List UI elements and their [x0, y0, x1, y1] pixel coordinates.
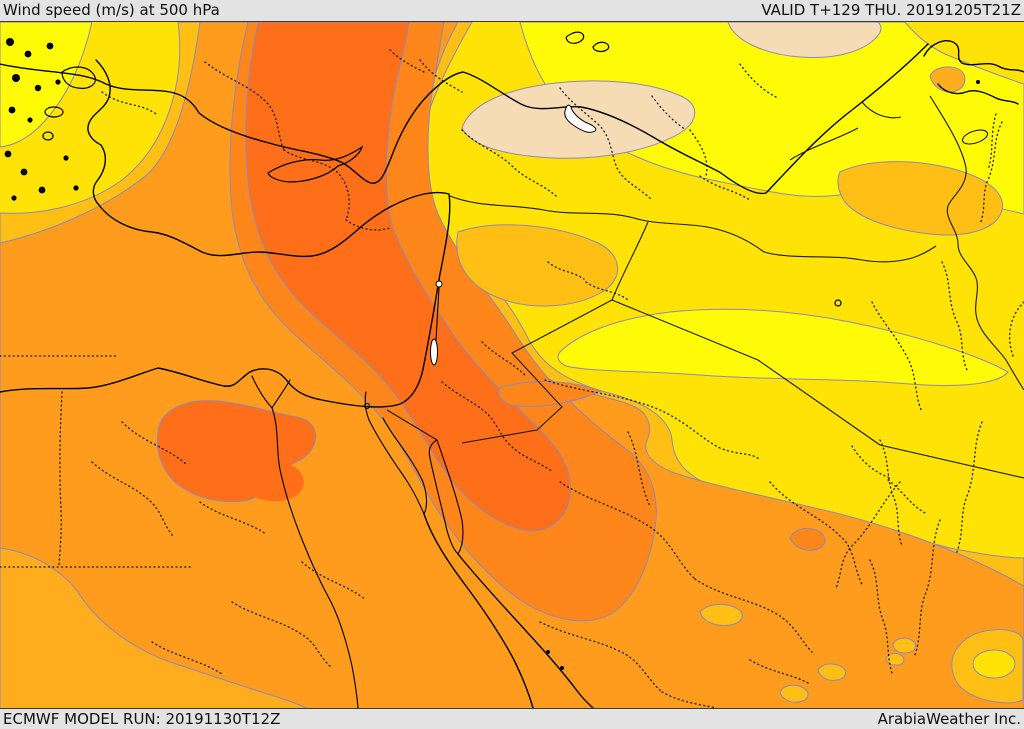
dead-sea — [430, 338, 438, 366]
sea-of-galilee — [435, 280, 443, 288]
border-turkey-iraq-iran — [763, 245, 937, 263]
red-sea-islet-1 — [546, 650, 550, 654]
nile-river-and-delta — [251, 375, 359, 708]
aegean-islands — [4, 38, 980, 201]
fill-amber-tongue-nsyria — [456, 224, 619, 307]
lake-tuz — [564, 104, 597, 133]
weather-map — [0, 22, 1024, 708]
lake-van — [565, 31, 585, 44]
fill-egypt-max-lobe — [234, 458, 304, 502]
border-iran-iraq — [929, 95, 1024, 391]
border-israel-egypt — [386, 409, 438, 441]
gulf-of-aqaba — [428, 439, 464, 555]
admin-egypt — [91, 421, 367, 675]
jordan-river — [435, 287, 440, 341]
fill-dark-blob-small — [789, 527, 826, 551]
fill-cream-northeast — [727, 22, 882, 59]
coastline-marmara-westanatolia — [87, 59, 111, 206]
border-syria-iraq — [611, 221, 649, 301]
border-turkey-syria — [449, 195, 765, 253]
footer-bar: ECMWF MODEL RUN: 20191130T12Z ArabiaWeat… — [0, 708, 1024, 729]
coastline-south-turkey-levant-egypt — [0, 191, 451, 408]
header-bar: Wind speed (m/s) at 500 hPa VALID T+129 … — [0, 0, 1024, 22]
sea-of-marmara-outline — [61, 66, 96, 89]
border-caucasus-1 — [789, 127, 859, 161]
coastline-caspian — [923, 40, 1024, 105]
lake-urmia — [961, 129, 989, 145]
gridline-egypt-west — [0, 355, 193, 568]
bitter-lake — [363, 402, 371, 410]
admin-turkey — [101, 49, 777, 231]
coastlines — [0, 40, 1024, 708]
fill-yellow-aegean-corner — [0, 22, 93, 148]
fill-light-blobs-southeast — [699, 604, 1024, 704]
lake-nw-iran — [834, 299, 842, 307]
model-run-label: ECMWF MODEL RUN: 20191130T12Z — [3, 709, 281, 728]
border-jordan-zigzag — [461, 299, 613, 444]
lake-small-east-anatolia — [592, 41, 610, 53]
wind-contour-map — [0, 22, 1024, 708]
map-title: Wind speed (m/s) at 500 hPa — [3, 1, 220, 19]
fill-amber-blob-nwiran — [837, 161, 1003, 236]
brand-label: ArabiaWeather Inc. — [877, 709, 1021, 728]
cyprus-outline — [267, 145, 364, 183]
admin-saudi — [539, 379, 928, 708]
suez-canal-and-gulf — [364, 391, 428, 515]
fill-jet-core — [245, 22, 571, 532]
border-caucasus-2 — [861, 101, 902, 119]
country-borders-solid — [386, 95, 1024, 479]
fill-lightorange-sw-corner — [0, 547, 308, 708]
fill-yellow-wedge-center — [557, 308, 1009, 386]
valid-time-label: VALID T+129 THU. 20191205T21Z — [761, 1, 1021, 19]
coastline-blacksea-caucasus — [0, 43, 929, 195]
lakes — [430, 31, 989, 366]
caspian-islet — [976, 80, 980, 84]
island-lesbos — [44, 106, 64, 118]
admin-borders-dotted — [0, 49, 1024, 708]
contour-fill-regions — [0, 22, 1024, 708]
admin-levant — [441, 261, 629, 473]
admin-iran — [869, 113, 1024, 677]
red-sea-islet-2 — [560, 666, 564, 670]
border-saudi-iraq — [611, 299, 1024, 479]
red-sea-coasts — [423, 513, 594, 708]
island-chios — [42, 131, 54, 141]
